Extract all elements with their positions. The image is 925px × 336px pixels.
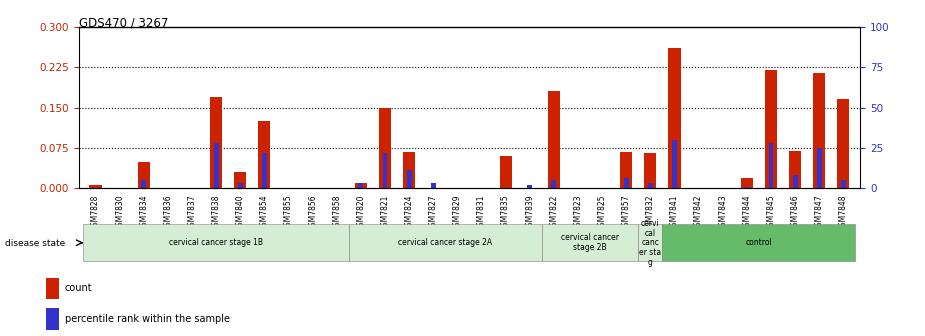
- Bar: [551, 180, 556, 188]
- Bar: [789, 151, 801, 188]
- Bar: [431, 183, 436, 188]
- Bar: [745, 186, 749, 188]
- Bar: [542, 224, 638, 261]
- Bar: [234, 172, 246, 188]
- Bar: [83, 224, 349, 261]
- Text: control: control: [746, 238, 772, 247]
- Bar: [359, 183, 364, 188]
- Bar: [258, 121, 270, 188]
- Bar: [741, 178, 753, 188]
- Bar: [46, 278, 59, 299]
- Bar: [817, 148, 821, 188]
- Bar: [46, 308, 59, 330]
- Text: disease state: disease state: [5, 239, 65, 248]
- Bar: [379, 108, 391, 188]
- Bar: [648, 183, 653, 188]
- Text: count: count: [65, 284, 92, 293]
- Bar: [645, 153, 657, 188]
- Text: cervical cancer stage 1B: cervical cancer stage 1B: [169, 238, 263, 247]
- Bar: [623, 178, 629, 188]
- Bar: [142, 180, 146, 188]
- Bar: [672, 140, 677, 188]
- Bar: [769, 143, 773, 188]
- Bar: [355, 183, 367, 188]
- Text: GDS470 / 3267: GDS470 / 3267: [79, 17, 168, 30]
- Bar: [90, 185, 102, 188]
- Bar: [262, 153, 266, 188]
- Bar: [238, 183, 242, 188]
- Bar: [813, 73, 825, 188]
- Bar: [500, 156, 512, 188]
- Text: cervical cancer stage 2A: cervical cancer stage 2A: [399, 238, 492, 247]
- Bar: [793, 175, 797, 188]
- Bar: [407, 170, 412, 188]
- Bar: [669, 48, 681, 188]
- Text: percentile rank within the sample: percentile rank within the sample: [65, 314, 229, 324]
- Bar: [403, 152, 415, 188]
- Bar: [638, 224, 662, 261]
- Bar: [349, 224, 542, 261]
- Bar: [765, 70, 777, 188]
- Bar: [621, 152, 633, 188]
- Bar: [138, 162, 150, 188]
- Bar: [837, 99, 849, 188]
- Bar: [662, 224, 856, 261]
- Text: cervical cancer
stage 2B: cervical cancer stage 2B: [561, 234, 619, 252]
- Bar: [841, 180, 845, 188]
- Bar: [527, 185, 532, 188]
- Bar: [383, 153, 388, 188]
- Text: cervi
cal
canc
er sta
g: cervi cal canc er sta g: [639, 219, 661, 267]
- Bar: [214, 143, 218, 188]
- Bar: [210, 97, 222, 188]
- Bar: [548, 91, 560, 188]
